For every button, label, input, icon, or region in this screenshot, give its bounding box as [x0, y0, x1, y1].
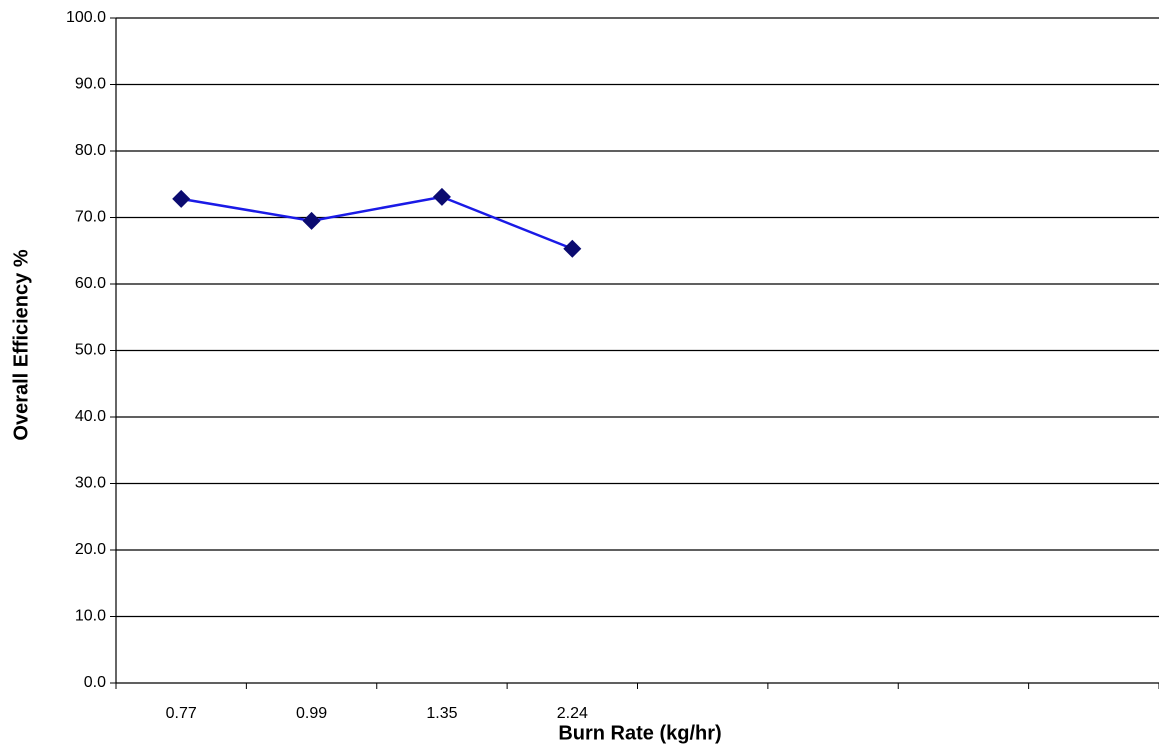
- marker: [172, 189, 191, 208]
- marker: [432, 187, 451, 206]
- y-tick-label: 50.0: [75, 342, 106, 359]
- y-tick-label: 90.0: [75, 76, 106, 93]
- y-tick-label: 100.0: [66, 9, 106, 26]
- x-tick-label: 0.99: [296, 705, 327, 722]
- x-tick-label: 2.24: [557, 705, 588, 722]
- y-tick-label: 80.0: [75, 142, 106, 159]
- line-series: [180, 195, 573, 250]
- y-tick-label: 70.0: [75, 209, 106, 226]
- y-tick-label: 10.0: [75, 608, 106, 625]
- x-tick-label: 1.35: [426, 705, 457, 722]
- y-tick-label: 30.0: [75, 475, 106, 492]
- y-tick-label: 0.0: [84, 674, 106, 691]
- y-tick-label: 60.0: [75, 275, 106, 292]
- y-axis-title: Overall Efficiency %: [10, 249, 32, 440]
- x-tick-label: 0.77: [166, 705, 197, 722]
- marker: [302, 211, 321, 230]
- marker: [563, 239, 582, 258]
- y-tick-label: 20.0: [75, 541, 106, 558]
- x-axis-title: Burn Rate (kg/hr): [558, 722, 721, 744]
- y-tick-label: 40.0: [75, 408, 106, 425]
